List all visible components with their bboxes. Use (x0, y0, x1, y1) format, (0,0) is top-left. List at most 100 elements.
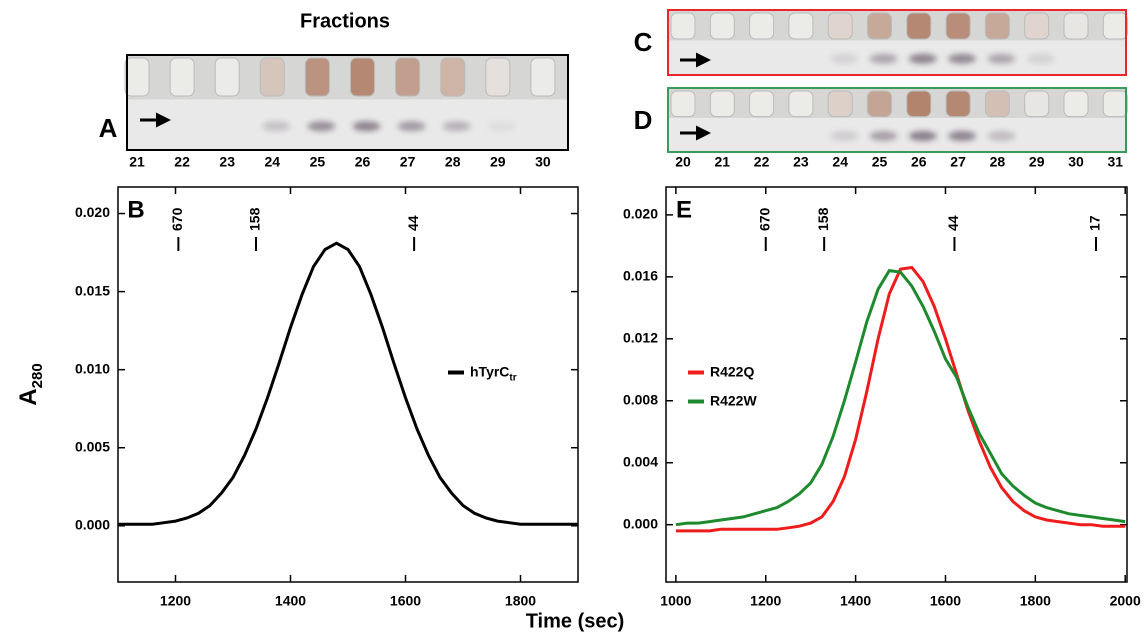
panel-label: E (676, 196, 692, 223)
x-tick-label: 1000 (660, 593, 691, 609)
panel-label: D (634, 105, 653, 135)
y-tick-label: 0.020 (623, 206, 658, 222)
y-tick-label: 0.020 (75, 204, 110, 220)
lane-label: 29 (1029, 154, 1045, 170)
gel-tube (304, 57, 330, 97)
legend-name: R422W (710, 392, 757, 408)
gel-tube (906, 12, 932, 40)
gel-tube (1063, 90, 1089, 118)
gel-tube (749, 12, 775, 40)
x-tick-label: 1800 (505, 593, 536, 609)
gel-band (397, 121, 426, 132)
gel-tube (867, 12, 892, 40)
gel-tube (670, 90, 696, 118)
gel-tube (1102, 12, 1128, 40)
y-tick-label: 0.012 (623, 330, 658, 346)
gel-tube (788, 12, 814, 40)
gel-band (908, 53, 937, 64)
y-tick-label: 0.008 (623, 391, 658, 407)
x-tick-label: 2000 (1110, 593, 1141, 609)
legend-label: hTyrCtr (470, 363, 517, 383)
figure-title: Fractions (300, 10, 390, 32)
legend-name: hTyrC (470, 363, 509, 379)
lane-label: 26 (911, 154, 927, 170)
plot-frame (665, 186, 1128, 583)
gel-tube (867, 90, 892, 118)
size-marker-label: 670 (756, 207, 772, 231)
y-tick-label: 0.005 (75, 438, 110, 454)
y-axis-title-subscript: 280 (29, 363, 46, 388)
gel-tube (169, 57, 195, 97)
gel-tube (440, 57, 466, 97)
gel-tube (749, 90, 775, 118)
x-tick-label: 1400 (275, 593, 306, 609)
y-axis-title: A280 (15, 363, 46, 405)
lane-label: 29 (490, 154, 506, 170)
lane-label: 31 (1108, 154, 1124, 170)
lane-label: 25 (872, 154, 888, 170)
gel-band (1026, 53, 1055, 64)
lane-label: 23 (219, 154, 235, 170)
gel-tube-strip (668, 88, 1126, 119)
lane-label: 30 (1068, 154, 1084, 170)
lane-label: 21 (129, 154, 145, 170)
lane-label: 26 (355, 154, 371, 170)
gel-band (908, 131, 937, 141)
gel-band (948, 53, 977, 64)
gel-tube (1024, 12, 1050, 40)
gel-band (987, 131, 1016, 141)
lane-label: 25 (310, 154, 326, 170)
x-tick-label: 1400 (840, 593, 871, 609)
gel-images (124, 9, 1128, 153)
y-tick-label: 0.000 (623, 515, 658, 531)
x-axis-title: Time (sec) (526, 610, 625, 632)
gel-tube (709, 90, 735, 118)
gel-tube (350, 57, 375, 97)
lane-label: 21 (715, 154, 731, 170)
gel-tube (1102, 90, 1128, 118)
gel-border (667, 9, 1127, 76)
size-marker-label: 44 (405, 215, 421, 231)
gel-band (830, 131, 859, 141)
lane-label: 28 (990, 154, 1006, 170)
gel-tube (709, 12, 735, 40)
lane-label: 22 (754, 154, 770, 170)
size-marker-label: 44 (945, 215, 961, 231)
gel-tube (827, 90, 853, 118)
x-tick-label: 1800 (1020, 593, 1051, 609)
legend-label: R422W (710, 392, 757, 408)
y-tick-label: 0.000 (75, 516, 110, 532)
y-tick-label: 0.004 (623, 453, 658, 469)
data-line (675, 268, 1126, 527)
y-tick-label: 0.015 (75, 282, 110, 298)
gel-tube (1063, 12, 1089, 40)
gel-band (830, 53, 859, 64)
gel-band (307, 121, 336, 132)
gel-tube (214, 57, 240, 97)
lane-label: 24 (265, 154, 281, 170)
gel-tube (670, 12, 696, 40)
y-tick-label: 0.016 (623, 268, 658, 284)
gel-tube (788, 90, 814, 118)
gel-tube (827, 12, 853, 40)
gel-tube (530, 57, 556, 97)
legend-label: R422Q (710, 363, 754, 379)
gel-tube (906, 90, 932, 118)
y-tick-label: 0.010 (75, 360, 110, 376)
lane-label: 27 (950, 154, 966, 170)
gel-tube (124, 57, 150, 97)
x-tick-label: 1600 (390, 593, 421, 609)
gel-border (667, 87, 1127, 153)
gel-band (948, 131, 977, 141)
gel-tube (395, 57, 421, 97)
panel-label: A (99, 113, 118, 143)
lane-label: 23 (793, 154, 809, 170)
y-axis-title-main: A (15, 388, 42, 405)
gel-tube (259, 57, 285, 97)
gel-band (352, 121, 381, 132)
legend-name: R422Q (710, 363, 754, 379)
gel-tube (984, 90, 1010, 118)
gel-band (262, 121, 291, 132)
lane-label: 30 (535, 154, 551, 170)
